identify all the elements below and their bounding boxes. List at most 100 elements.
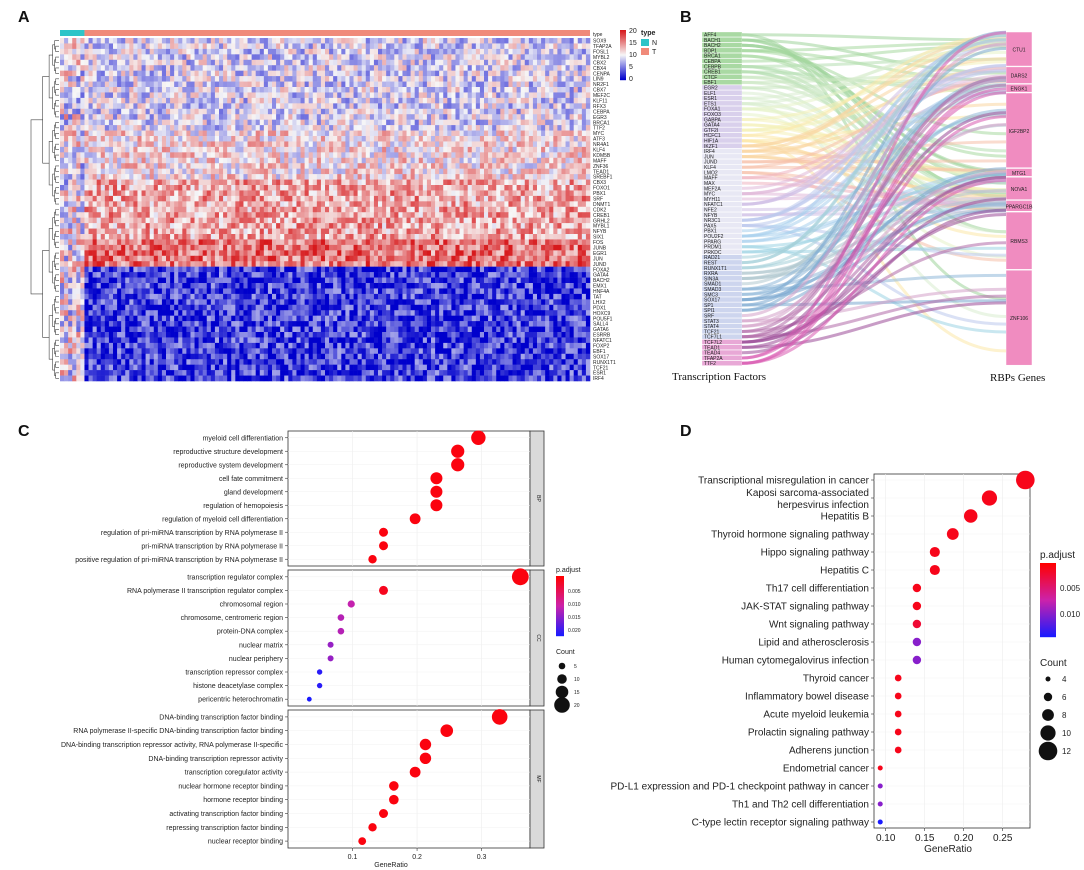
heatmap-cell — [528, 157, 534, 164]
heatmap-cell — [435, 157, 440, 164]
heatmap-cell — [390, 59, 395, 66]
heatmap-cell — [288, 59, 293, 66]
heatmap-cell — [104, 38, 110, 44]
heatmap-cell — [72, 38, 77, 44]
heatmap-cell — [573, 38, 579, 44]
heatmap-cell — [157, 239, 163, 246]
heatmap-cell — [524, 43, 530, 50]
heatmap-cell — [320, 43, 326, 50]
heatmap-cell — [459, 179, 464, 186]
heatmap-cell — [96, 201, 102, 208]
heatmap-cell — [418, 48, 424, 55]
heatmap-cell — [300, 43, 305, 50]
heatmap-cell — [174, 234, 179, 240]
heatmap-cell — [496, 239, 501, 246]
heatmap-cell — [239, 152, 244, 159]
heatmap-cell — [174, 244, 179, 251]
heatmap-cell — [72, 212, 77, 218]
heatmap-cell — [447, 228, 452, 235]
heatmap-cell — [333, 38, 338, 44]
heatmap-cell — [153, 234, 159, 240]
heatmap-cell — [402, 195, 407, 202]
heatmap-cell — [341, 195, 346, 202]
heatmap-cell — [369, 38, 375, 44]
heatmap-cell — [178, 212, 183, 218]
heatmap-cell — [320, 65, 326, 71]
heatmap-cell — [223, 130, 228, 137]
heatmap-cell — [84, 54, 89, 61]
heatmap-cell — [524, 141, 530, 148]
heatmap-cell — [104, 212, 110, 218]
heatmap-cell — [333, 185, 338, 191]
heatmap-cell — [577, 152, 583, 159]
heatmap-cell — [565, 54, 570, 61]
heatmap-cell — [312, 97, 318, 104]
heatmap-cell — [219, 228, 224, 235]
heatmap-cell — [121, 179, 126, 186]
heatmap-cell — [496, 97, 501, 104]
heatmap-cell — [390, 70, 395, 77]
heatmap-cell — [190, 185, 195, 191]
heatmap-cell — [492, 59, 497, 66]
heatmap-cell — [406, 228, 411, 235]
heatmap-cell — [104, 92, 110, 99]
heatmap-cell — [553, 65, 558, 71]
heatmap-cell — [194, 103, 199, 110]
heatmap-cell — [508, 141, 513, 148]
heatmap-cell — [251, 125, 256, 131]
heatmap-cell — [121, 146, 126, 153]
heatmap-cell — [369, 87, 375, 93]
heatmap-cell — [553, 81, 558, 88]
heatmap-cell — [524, 195, 530, 202]
heatmap-cell — [194, 97, 199, 104]
heatmap-cell — [398, 217, 403, 224]
heatmap-cell — [239, 130, 244, 137]
heatmap-cell — [194, 179, 199, 186]
heatmap-cell — [585, 201, 591, 208]
heatmap-cell — [467, 185, 473, 191]
heatmap-cell — [239, 201, 244, 208]
heatmap-cell — [443, 38, 448, 44]
heatmap-cell — [325, 223, 330, 229]
heatmap-cell — [60, 228, 65, 235]
heatmap-cell — [585, 212, 591, 218]
heatmap-cell — [104, 168, 110, 175]
heatmap-cell — [398, 92, 403, 99]
heatmap-cell — [235, 206, 240, 213]
heatmap-cell — [410, 168, 415, 175]
heatmap-cell — [504, 54, 509, 61]
heatmap-cell — [471, 76, 477, 82]
heatmap-cell — [104, 223, 110, 229]
heatmap-cell — [178, 168, 183, 175]
heatmap-cell — [80, 136, 85, 142]
heatmap-cell — [496, 179, 501, 186]
heatmap-cell — [76, 244, 81, 251]
heatmap-cell — [545, 185, 550, 191]
heatmap-cell — [549, 48, 554, 55]
heatmap-cell — [500, 168, 505, 175]
heatmap-cell — [475, 54, 481, 61]
heatmap-cell — [276, 168, 281, 175]
heatmap-cell — [439, 76, 444, 82]
heatmap-cell — [145, 92, 150, 99]
heatmap-cell — [325, 136, 330, 142]
heatmap-cell — [166, 239, 171, 246]
heatmap-cell — [263, 125, 269, 131]
heatmap-cell — [198, 108, 203, 115]
heatmap-cell — [541, 59, 546, 66]
heatmap-cell — [239, 59, 244, 66]
heatmap-cell — [406, 70, 411, 77]
heatmap-cell — [276, 234, 281, 240]
heatmap-cell — [80, 146, 85, 153]
heatmap-cell — [569, 163, 574, 169]
heatmap-cell — [251, 201, 256, 208]
heatmap-cell — [508, 234, 513, 240]
heatmap-cell — [174, 59, 179, 66]
heatmap-cell — [541, 201, 546, 208]
heatmap-cell — [369, 81, 375, 88]
heatmap-cell — [333, 195, 338, 202]
heatmap-cell — [455, 48, 460, 55]
heatmap-cell — [235, 179, 240, 186]
heatmap-cell — [585, 174, 591, 180]
heatmap-cell — [561, 38, 566, 44]
